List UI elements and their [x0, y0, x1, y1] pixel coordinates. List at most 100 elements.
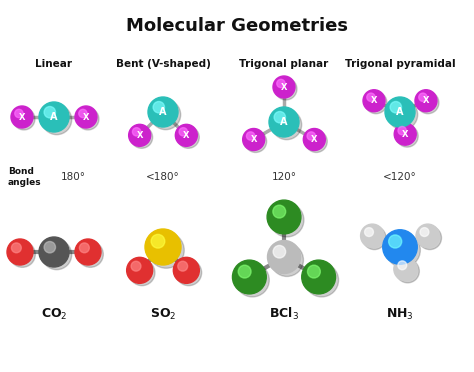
Circle shape	[277, 79, 285, 88]
Text: X: X	[19, 112, 25, 122]
Circle shape	[75, 106, 97, 128]
Text: A: A	[280, 117, 288, 127]
Circle shape	[396, 259, 419, 283]
Circle shape	[243, 128, 264, 151]
Circle shape	[39, 237, 69, 267]
Circle shape	[415, 90, 437, 112]
Circle shape	[153, 102, 164, 113]
Text: Molecular Geometries: Molecular Geometries	[126, 17, 348, 35]
Circle shape	[127, 257, 153, 283]
Circle shape	[273, 76, 295, 98]
Text: NH$_3$: NH$_3$	[386, 307, 414, 321]
Text: 120°: 120°	[272, 172, 297, 182]
Circle shape	[246, 132, 255, 140]
Text: X: X	[402, 130, 409, 139]
Circle shape	[383, 230, 417, 264]
Circle shape	[44, 106, 55, 118]
Text: X: X	[423, 96, 429, 105]
Circle shape	[267, 200, 301, 234]
Circle shape	[42, 105, 72, 135]
Circle shape	[129, 260, 155, 286]
Circle shape	[388, 100, 418, 130]
Circle shape	[305, 131, 327, 153]
Circle shape	[390, 102, 401, 113]
Circle shape	[80, 243, 89, 253]
Circle shape	[365, 228, 374, 237]
Circle shape	[236, 263, 269, 297]
Circle shape	[238, 265, 251, 278]
Circle shape	[394, 257, 417, 281]
Circle shape	[271, 243, 303, 276]
Circle shape	[42, 240, 72, 270]
Text: <120°: <120°	[383, 172, 417, 182]
Circle shape	[232, 260, 266, 294]
Text: X: X	[183, 131, 190, 140]
Circle shape	[177, 126, 199, 148]
Circle shape	[267, 241, 301, 273]
Circle shape	[175, 124, 197, 146]
Circle shape	[417, 92, 439, 114]
Circle shape	[385, 97, 415, 127]
Circle shape	[132, 128, 141, 136]
Circle shape	[270, 203, 304, 237]
Circle shape	[303, 128, 325, 151]
Circle shape	[128, 124, 151, 146]
Circle shape	[148, 97, 178, 127]
Circle shape	[148, 232, 184, 268]
Circle shape	[131, 261, 141, 271]
Circle shape	[305, 263, 338, 297]
Circle shape	[178, 261, 188, 271]
Text: 180°: 180°	[61, 172, 85, 182]
Circle shape	[145, 229, 181, 265]
Circle shape	[75, 239, 101, 265]
Circle shape	[398, 261, 407, 270]
Text: CO$_2$: CO$_2$	[41, 307, 67, 321]
Circle shape	[179, 128, 187, 136]
Circle shape	[363, 226, 386, 250]
Circle shape	[420, 228, 429, 237]
Circle shape	[77, 108, 99, 130]
Circle shape	[398, 126, 406, 135]
Circle shape	[274, 112, 285, 123]
Text: A: A	[396, 107, 404, 117]
Circle shape	[363, 90, 385, 112]
Circle shape	[173, 257, 200, 283]
Circle shape	[176, 260, 201, 286]
Text: SO$_2$: SO$_2$	[150, 307, 176, 321]
Text: X: X	[83, 112, 89, 122]
Circle shape	[7, 239, 33, 265]
Text: Linear: Linear	[36, 59, 73, 69]
Circle shape	[365, 92, 387, 114]
Circle shape	[44, 241, 55, 253]
Circle shape	[273, 246, 286, 258]
Circle shape	[39, 102, 69, 132]
Text: Trigonal pyramidal: Trigonal pyramidal	[345, 59, 456, 69]
Circle shape	[396, 125, 418, 147]
Circle shape	[151, 234, 165, 248]
Circle shape	[367, 93, 375, 102]
Circle shape	[302, 260, 336, 294]
Circle shape	[13, 108, 35, 130]
Circle shape	[9, 241, 36, 267]
Text: X: X	[250, 135, 257, 144]
Text: Trigonal planar: Trigonal planar	[239, 59, 328, 69]
Circle shape	[416, 224, 439, 247]
Text: X: X	[371, 96, 377, 105]
Circle shape	[386, 233, 420, 267]
Circle shape	[273, 205, 286, 218]
Circle shape	[272, 110, 301, 140]
Circle shape	[389, 235, 402, 248]
Circle shape	[79, 109, 87, 118]
Circle shape	[307, 132, 315, 140]
Circle shape	[77, 241, 103, 267]
Text: BCl$_3$: BCl$_3$	[269, 306, 299, 322]
Circle shape	[151, 100, 181, 130]
Circle shape	[361, 224, 384, 247]
Circle shape	[275, 78, 297, 100]
Circle shape	[245, 131, 267, 153]
Text: A: A	[159, 107, 167, 117]
Circle shape	[11, 243, 21, 253]
Circle shape	[419, 93, 427, 102]
Circle shape	[11, 106, 33, 128]
Circle shape	[269, 107, 299, 137]
